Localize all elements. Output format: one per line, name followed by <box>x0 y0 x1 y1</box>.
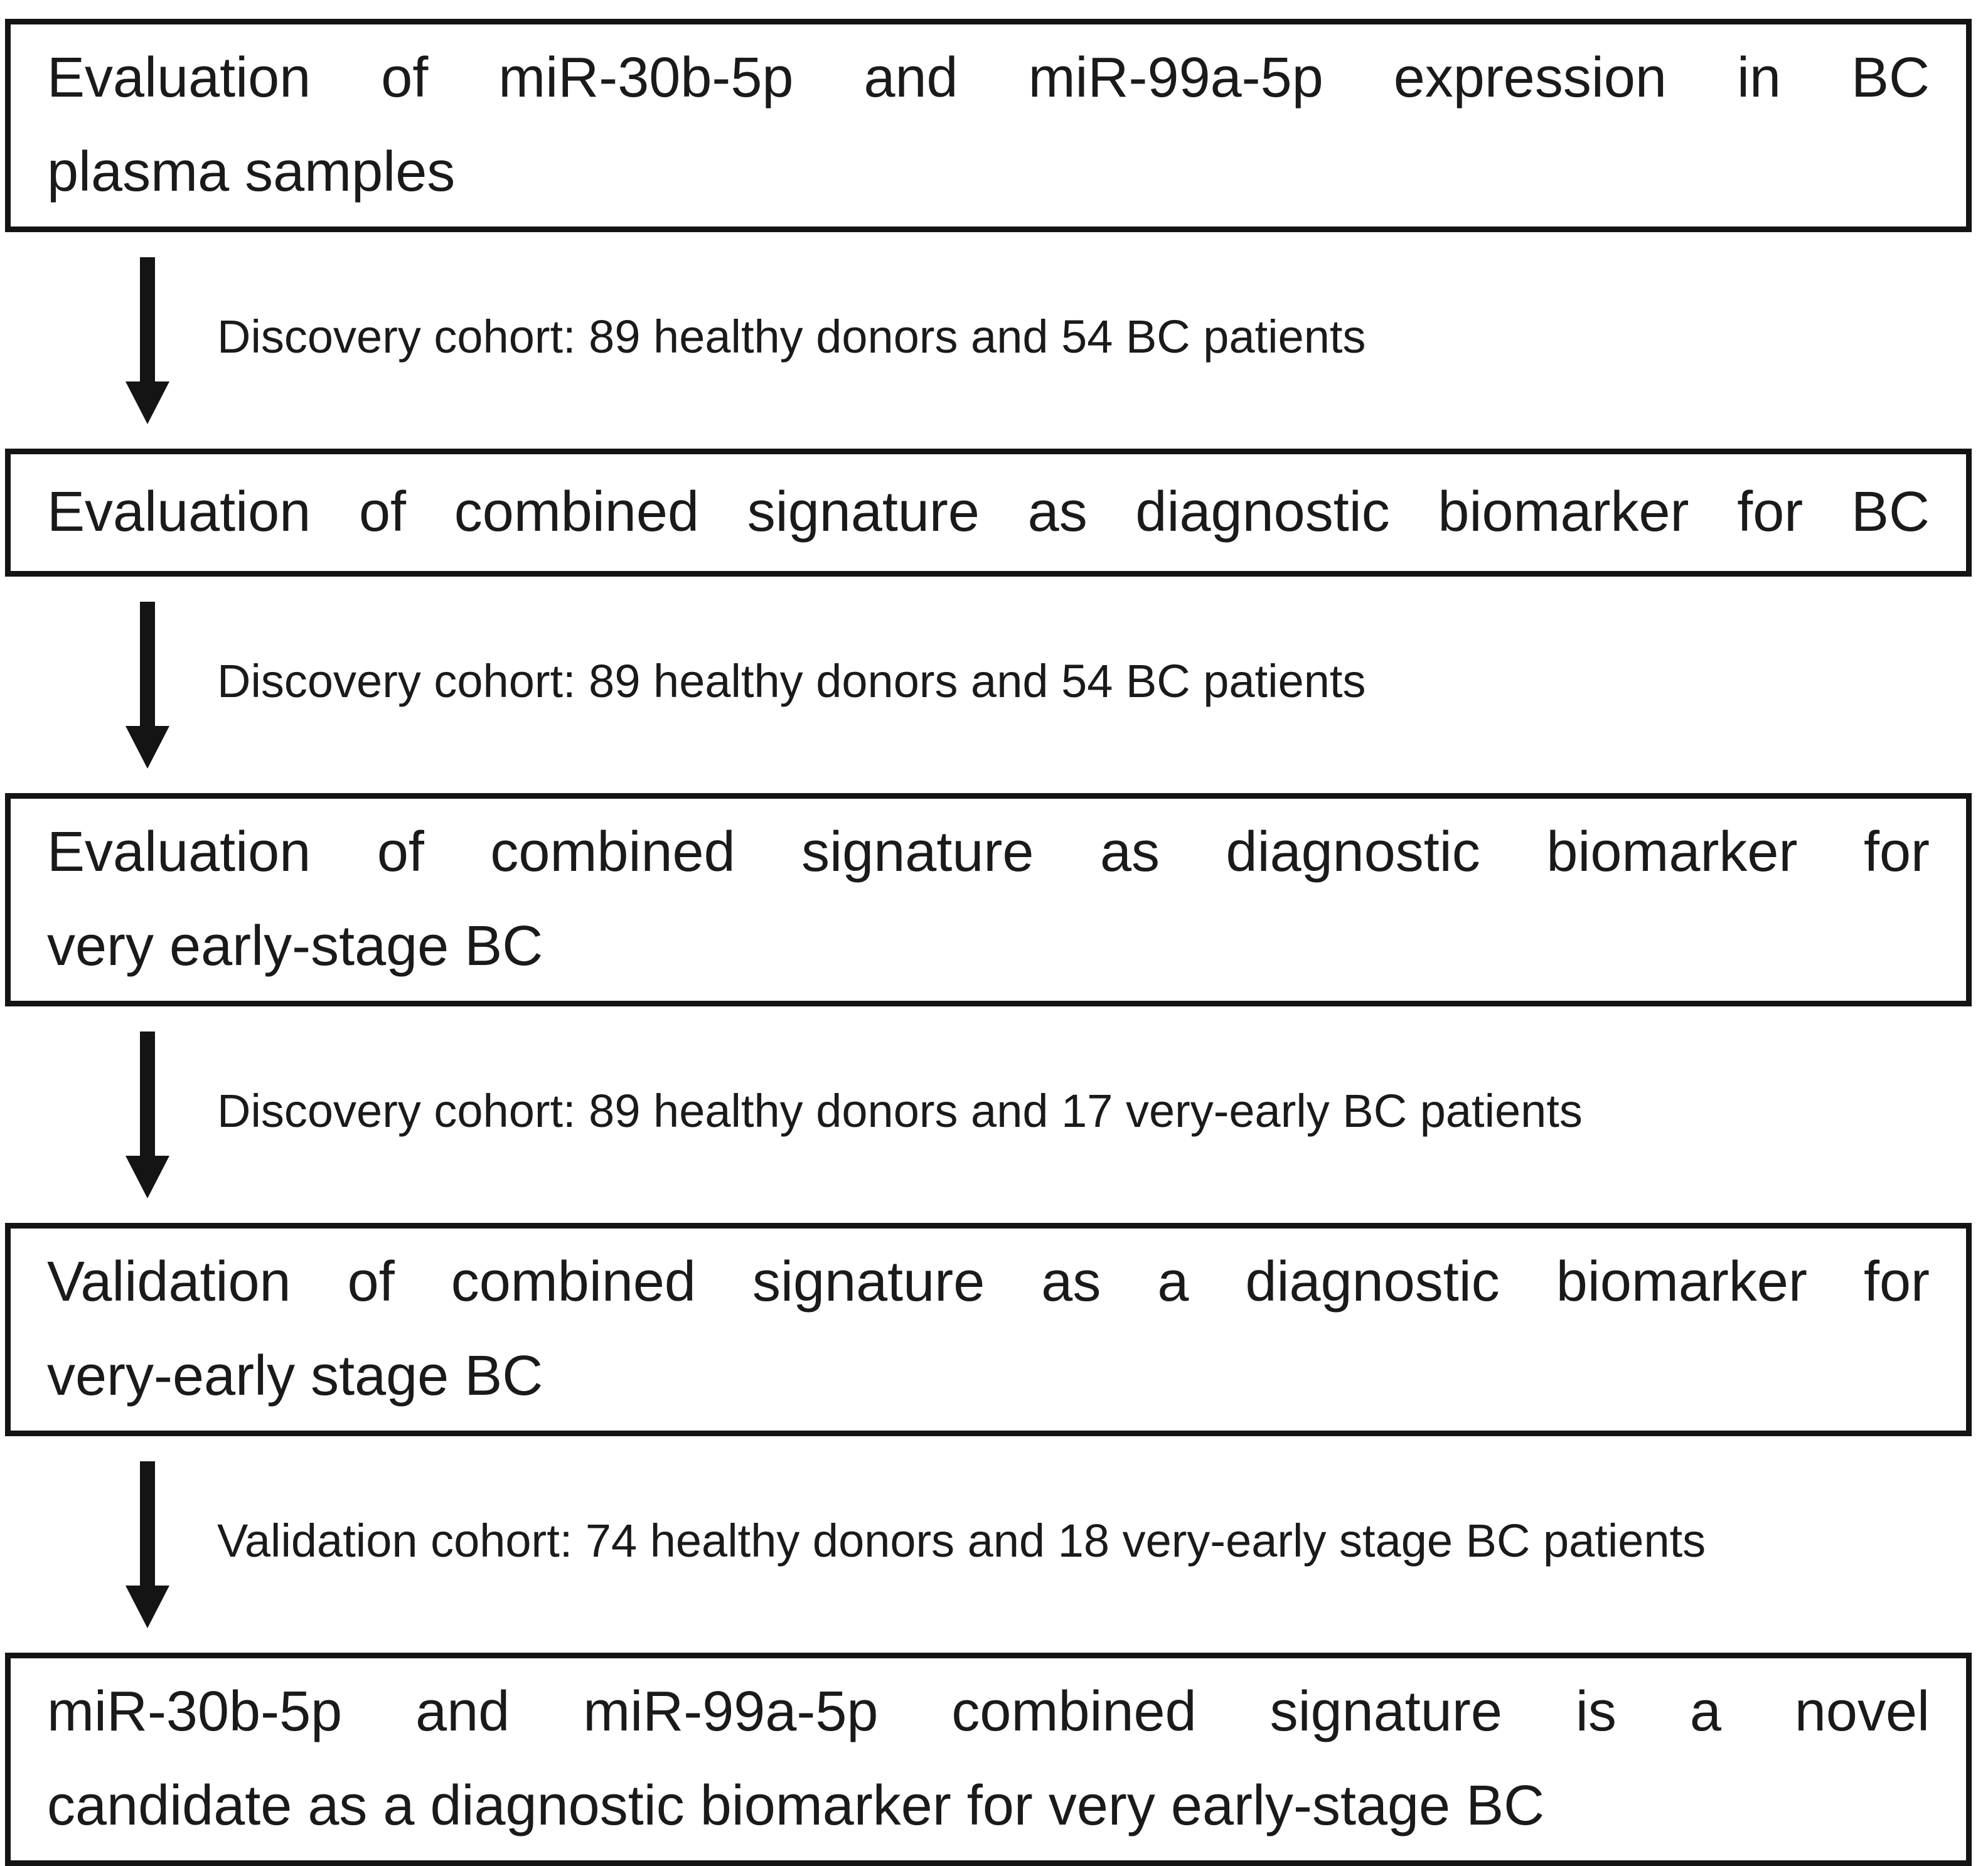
flow-box-expression-evaluation: Evaluation of miR-30b-5p and miR-99a-5p … <box>5 19 1972 232</box>
arrow-label: Discovery cohort: 89 healthy donors and … <box>217 655 1366 707</box>
flow-box-line: plasma samples <box>47 141 456 203</box>
flow-box-conclusion: miR-30b-5p and miR-99a-5p combined signa… <box>5 1653 1972 1866</box>
down-arrow-icon <box>126 601 169 769</box>
flow-box-line: Evaluation of combined signature as diag… <box>47 821 1930 883</box>
flow-box-diagnostic-bc: Evaluation of combined signature as diag… <box>5 449 1972 577</box>
flow-box-line: miR-30b-5p and miR-99a-5p combined signa… <box>47 1680 1930 1743</box>
flow-connector: Discovery cohort: 89 healthy donors and … <box>5 577 1972 793</box>
flow-box-line: very early-stage BC <box>47 915 543 978</box>
arrow-label: Discovery cohort: 89 healthy donors and … <box>217 311 1366 363</box>
down-arrow-icon <box>126 1031 169 1198</box>
flow-box-line: Validation of combined signature as a di… <box>47 1250 1930 1313</box>
flow-box-validation: Validation of combined signature as a di… <box>5 1223 1972 1436</box>
arrow-label: Discovery cohort: 89 healthy donors and … <box>217 1085 1583 1137</box>
flow-box-line: very-early stage BC <box>47 1345 543 1407</box>
flow-box-line: candidate as a diagnostic biomarker for … <box>47 1774 1545 1837</box>
flow-box-line: Evaluation of combined signature as diag… <box>47 481 1930 543</box>
flow-connector: Discovery cohort: 89 healthy donors and … <box>5 1006 1972 1223</box>
down-arrow-icon <box>126 1461 169 1628</box>
flow-box-line: Evaluation of miR-30b-5p and miR-99a-5p … <box>47 46 1930 109</box>
flow-connector: Discovery cohort: 89 healthy donors and … <box>5 232 1972 449</box>
down-arrow-icon <box>126 257 169 424</box>
arrow-label: Validation cohort: 74 healthy donors and… <box>217 1515 1706 1567</box>
flow-box-diagnostic-very-early: Evaluation of combined signature as diag… <box>5 793 1972 1006</box>
flow-connector: Validation cohort: 74 healthy donors and… <box>5 1436 1972 1653</box>
